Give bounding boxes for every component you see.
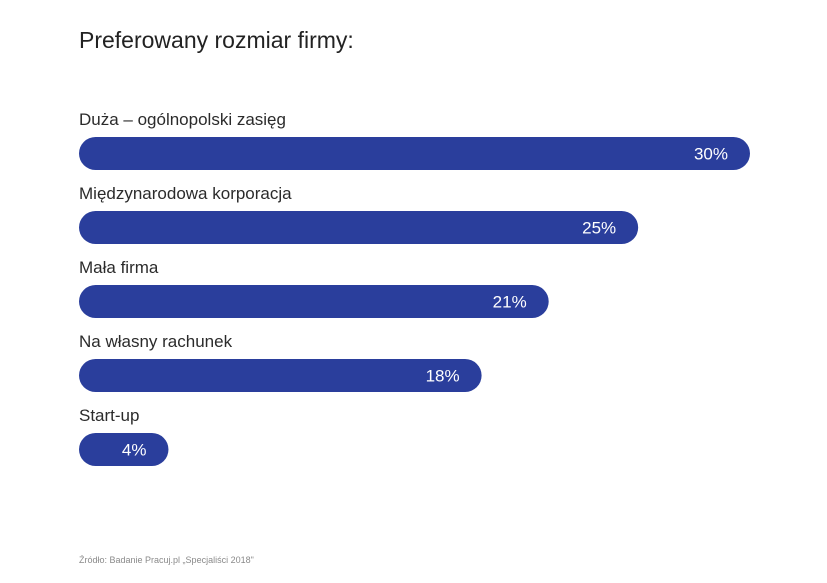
category-label: Start-up	[79, 406, 139, 425]
value-label: 21%	[493, 293, 527, 312]
bar	[79, 359, 482, 392]
value-label: 30%	[694, 145, 728, 164]
category-label: Na własny rachunek	[79, 332, 233, 351]
value-label: 25%	[582, 219, 616, 238]
category-label: Międzynarodowa korporacja	[79, 184, 292, 203]
bar	[79, 285, 549, 318]
bar	[79, 211, 639, 244]
value-label: 18%	[426, 367, 460, 386]
category-label: Duża – ogólnopolski zasięg	[79, 110, 286, 129]
value-label: 4%	[122, 441, 147, 460]
chart-title: Preferowany rozmiar firmy:	[79, 27, 354, 53]
bar	[79, 433, 169, 466]
category-label: Mała firma	[79, 258, 159, 277]
bar	[79, 137, 750, 170]
source-note: Źródło: Badanie Pracuj.pl „Specjaliści 2…	[79, 555, 254, 565]
